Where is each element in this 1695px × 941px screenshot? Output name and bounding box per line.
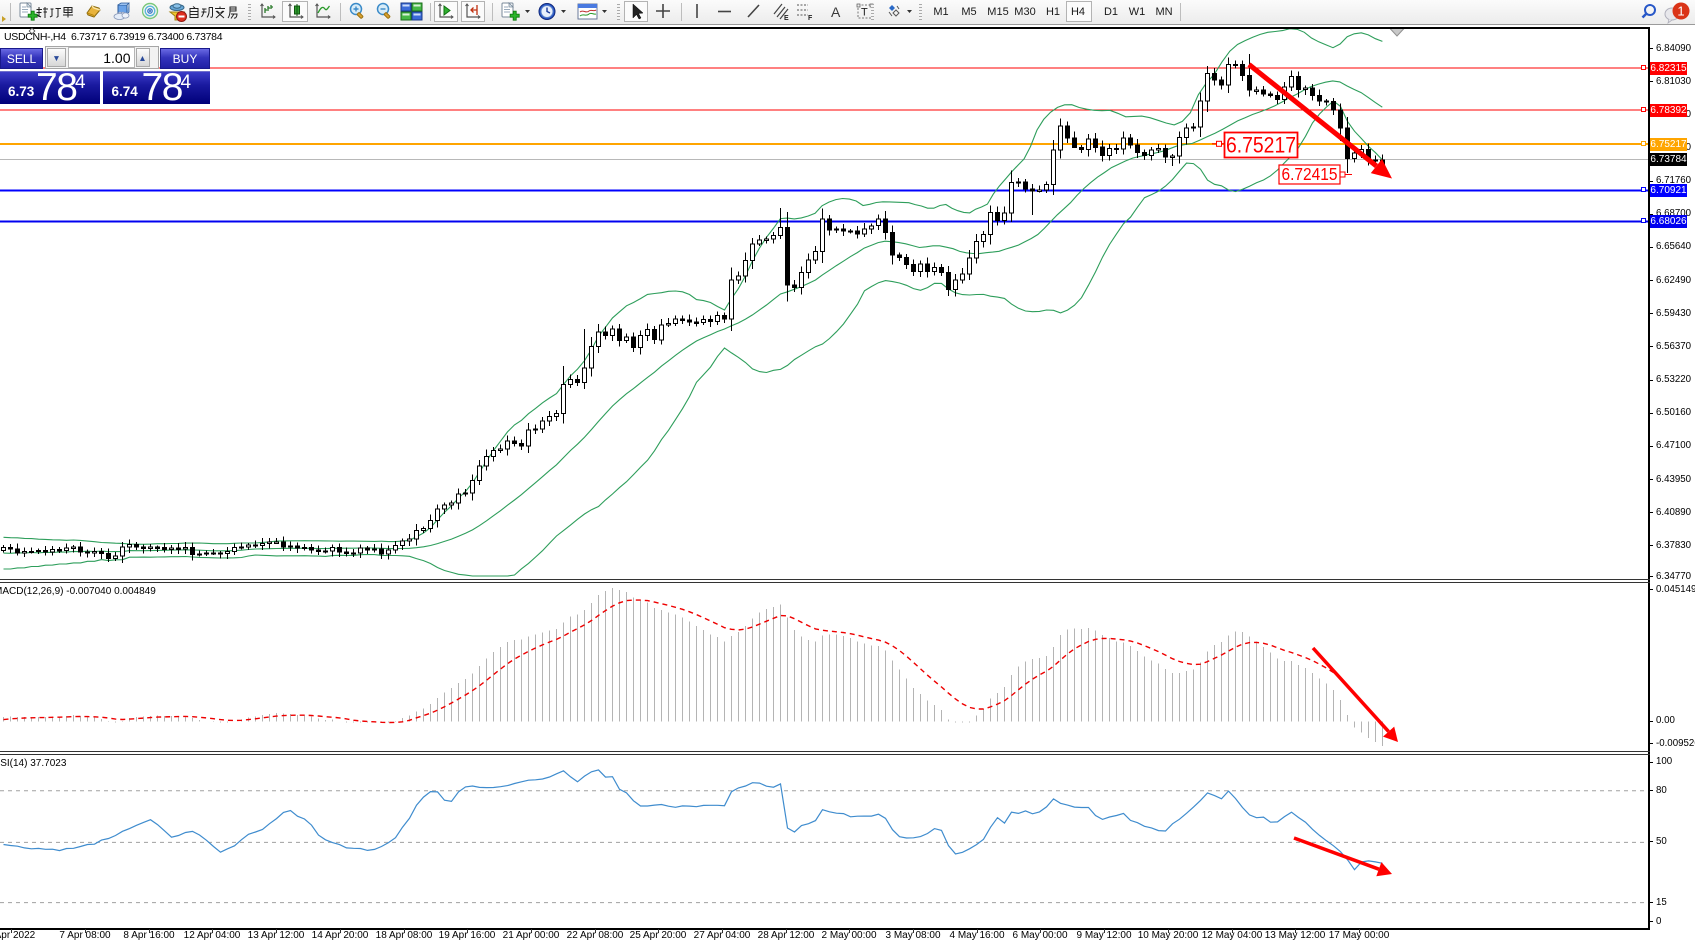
svg-text:6.72415: 6.72415 xyxy=(1282,164,1338,184)
svg-text:1: 1 xyxy=(1677,4,1684,19)
svg-text:E: E xyxy=(784,15,789,21)
svg-text:T: T xyxy=(861,7,868,19)
svg-text:6.75217: 6.75217 xyxy=(1226,133,1296,158)
svg-text:F: F xyxy=(808,15,813,21)
